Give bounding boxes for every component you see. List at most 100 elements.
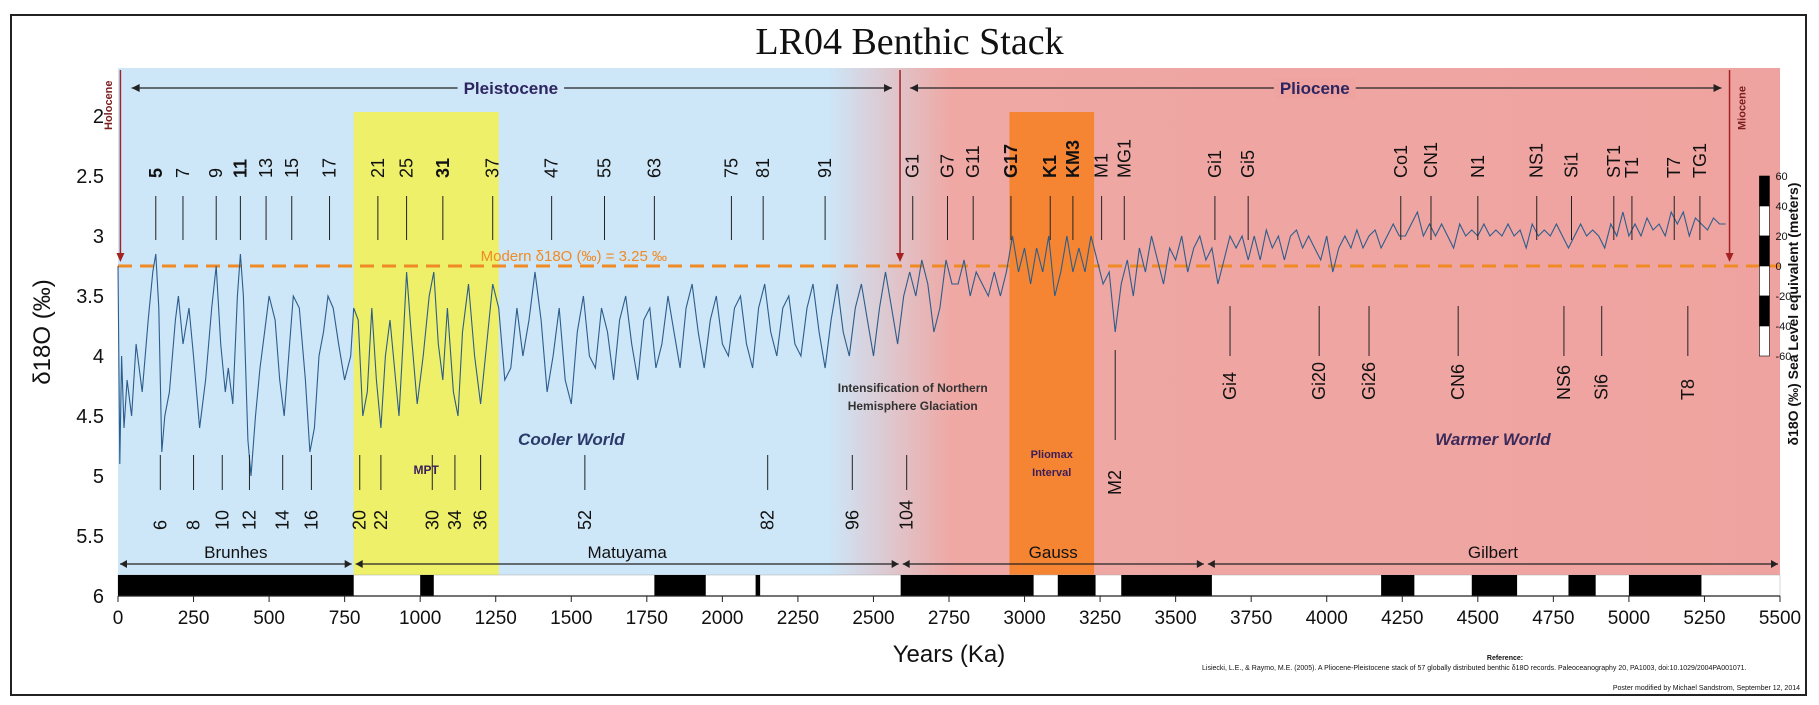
epoch-label-pleistocene: Pleistocene bbox=[464, 79, 559, 98]
polarity-block bbox=[1121, 575, 1212, 596]
stage-label-top: 91 bbox=[815, 158, 835, 178]
x-tick-label: 4250 bbox=[1381, 608, 1423, 629]
stage-label-top: Co1 bbox=[1391, 145, 1411, 178]
chron-label: Gauss bbox=[1029, 543, 1078, 562]
stage-label-mid: T8 bbox=[1678, 379, 1698, 400]
y-tick-label: 3.5 bbox=[76, 286, 104, 308]
stage-label-top: Gi5 bbox=[1238, 150, 1258, 178]
annotation-label: Pliomax bbox=[1031, 449, 1074, 461]
stage-label-top: 55 bbox=[595, 158, 615, 178]
x-tick-label: 3000 bbox=[1003, 608, 1045, 629]
sealevel-tick-label: 20 bbox=[1775, 231, 1787, 243]
x-tick-label: 2000 bbox=[701, 608, 743, 629]
stage-label-top: 47 bbox=[542, 158, 562, 178]
x-tick-label: 1750 bbox=[626, 608, 668, 629]
stage-label-top: T7 bbox=[1664, 157, 1684, 178]
stage-label-mid: NS6 bbox=[1554, 365, 1574, 400]
epoch-label-miocene: Miocene bbox=[1737, 86, 1749, 130]
polarity-block bbox=[118, 575, 354, 596]
stage-label-top: 75 bbox=[721, 158, 741, 178]
pleistocene-arrow-right-head bbox=[884, 84, 893, 92]
polarity-block bbox=[755, 575, 761, 596]
series-line-lr04 bbox=[117, 210, 1726, 477]
sealevel-segment bbox=[1759, 295, 1770, 327]
stage-label-m2: M2 bbox=[1105, 470, 1125, 495]
stage-label-bottom: 104 bbox=[897, 500, 917, 530]
sealevel-segment bbox=[1759, 265, 1770, 297]
stage-label-mid: Gi26 bbox=[1359, 362, 1379, 400]
stage-label-top: N1 bbox=[1468, 155, 1488, 178]
x-tick-label: 4000 bbox=[1306, 608, 1348, 629]
stage-label-top: CN1 bbox=[1421, 142, 1441, 178]
stage-label-top: Gi1 bbox=[1205, 150, 1225, 178]
x-tick-label: 5000 bbox=[1608, 608, 1650, 629]
sealevel-segment bbox=[1759, 325, 1770, 357]
sealevel-tick-label: -20 bbox=[1775, 291, 1791, 303]
stage-label-top: 11 bbox=[230, 159, 250, 178]
stage-label-top: G11 bbox=[963, 145, 983, 178]
stage-label-bottom: 30 bbox=[422, 510, 442, 530]
stage-label-top: 13 bbox=[256, 158, 276, 178]
reference-text: Lisiecki, L.E., & Raymo, M.E. (2005). A … bbox=[1202, 665, 1747, 672]
polarity-block bbox=[1381, 575, 1415, 596]
sealevel-tick-label: -60 bbox=[1775, 351, 1791, 363]
polarity-block bbox=[1628, 575, 1702, 596]
annotation-label: Hemisphere Glaciation bbox=[848, 399, 978, 413]
x-tick-label: 2500 bbox=[852, 608, 894, 629]
stage-label-top: 21 bbox=[368, 158, 388, 178]
epoch-label-pliocene: Pliocene bbox=[1280, 79, 1350, 98]
stage-label-mid: CN6 bbox=[1448, 364, 1468, 400]
stage-label-top: 17 bbox=[320, 158, 340, 178]
modern-reference-label: Modern δ18O (‰) = 3.25 ‰ bbox=[481, 248, 667, 265]
stage-label-top: KM3 bbox=[1063, 140, 1083, 178]
stage-label-mid: Gi20 bbox=[1309, 362, 1329, 400]
chart-title: LR04 Benthic Stack bbox=[755, 21, 1064, 63]
chron-label: Brunhes bbox=[204, 543, 267, 562]
y-tick-label: 3 bbox=[93, 226, 104, 248]
mpt-label: MPT bbox=[414, 463, 440, 477]
world-label: Cooler World bbox=[518, 430, 625, 449]
stage-label-bottom: 14 bbox=[273, 510, 293, 530]
x-tick-label: 750 bbox=[329, 608, 361, 629]
stage-label-top: 31 bbox=[433, 158, 453, 178]
stage-label-top: 25 bbox=[397, 158, 417, 178]
stage-label-top: 37 bbox=[483, 158, 503, 178]
sealevel-tick-label: 60 bbox=[1775, 171, 1787, 183]
x-tick-label: 1500 bbox=[550, 608, 592, 629]
x-tick-label: 2250 bbox=[777, 608, 819, 629]
x-tick-label: 0 bbox=[113, 608, 124, 629]
chron-arrow-right-head bbox=[1771, 560, 1778, 568]
polarity-block bbox=[1471, 575, 1518, 596]
miocene-boundary-head bbox=[1725, 253, 1734, 262]
stage-label-bottom: 82 bbox=[758, 510, 778, 530]
y-tick-label: 6 bbox=[93, 586, 104, 608]
sealevel-segment bbox=[1759, 235, 1770, 267]
chron-arrow-left-head bbox=[355, 560, 363, 568]
x-tick-label: 250 bbox=[178, 608, 210, 629]
stage-label-top: G1 bbox=[903, 154, 923, 178]
sealevel-tick-label: 40 bbox=[1775, 201, 1787, 213]
stage-label-bottom: 34 bbox=[445, 510, 465, 530]
credit-text: Poster modified by Michael Sandstrom, Se… bbox=[1613, 685, 1800, 692]
stage-label-bottom: 6 bbox=[150, 520, 170, 530]
stage-label-top: 5 bbox=[146, 168, 166, 178]
chron-label: Gilbert bbox=[1468, 543, 1518, 562]
stage-label-top: ST1 bbox=[1604, 145, 1624, 178]
chart-frame bbox=[10, 14, 1807, 696]
stage-label-top: M1 bbox=[1092, 153, 1112, 178]
chron-arrow-right-head bbox=[344, 560, 352, 568]
annotation-label: Intensification of Northern bbox=[838, 381, 988, 395]
x-tick-label: 3250 bbox=[1079, 608, 1121, 629]
stage-label-top: NS1 bbox=[1527, 143, 1547, 178]
x-tick-label: 4500 bbox=[1457, 608, 1499, 629]
x-tick-label: 3500 bbox=[1154, 608, 1196, 629]
stage-label-bottom: 22 bbox=[371, 510, 391, 530]
y2-axis-title: δ18O (‰) Sea Level equivalent (meters) bbox=[1785, 183, 1801, 446]
stage-label-bottom: 12 bbox=[239, 510, 259, 530]
chron-arrow-left-head bbox=[120, 560, 127, 568]
stage-label-top: 9 bbox=[206, 168, 226, 178]
y-axis-title: δ18O (‰) bbox=[29, 279, 56, 384]
stage-label-top: Si1 bbox=[1561, 152, 1581, 178]
stage-label-top: 81 bbox=[753, 158, 773, 178]
